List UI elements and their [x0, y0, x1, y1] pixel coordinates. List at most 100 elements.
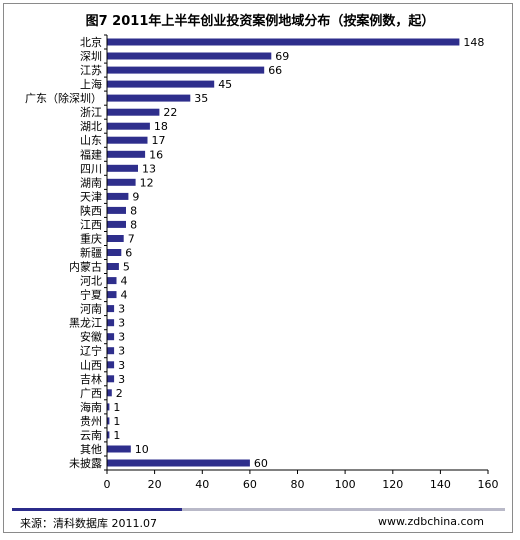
value-label: 2 — [116, 387, 123, 400]
value-label: 3 — [118, 373, 125, 386]
category-label: 黑龙江 — [69, 317, 102, 330]
value-label: 18 — [154, 120, 168, 133]
value-label: 66 — [268, 64, 282, 77]
value-label: 3 — [118, 303, 125, 316]
category-label: 新疆 — [80, 246, 102, 260]
category-label: 北京 — [80, 35, 102, 49]
x-tick-label: 140 — [430, 478, 451, 491]
bar — [107, 235, 124, 242]
bar — [107, 277, 117, 285]
bar — [107, 80, 215, 88]
bar — [107, 389, 112, 397]
value-label: 1 — [113, 429, 120, 442]
value-label: 10 — [135, 443, 149, 456]
value-label: 60 — [254, 457, 268, 470]
x-tick-label: 40 — [195, 478, 209, 491]
category-label: 内蒙古 — [69, 260, 102, 274]
bar — [107, 403, 110, 411]
category-label: 贵州 — [80, 415, 102, 428]
category-label: 宁夏 — [80, 288, 102, 302]
x-tick-label: 160 — [478, 478, 499, 491]
value-label: 3 — [118, 331, 125, 344]
category-label: 陕西 — [80, 203, 102, 217]
x-tick-label: 60 — [243, 478, 257, 491]
category-label: 浙江 — [80, 106, 102, 119]
value-label: 1 — [113, 415, 120, 428]
category-label: 海南 — [80, 400, 102, 414]
source-label: 来源：清科数据库 2011.07 — [20, 517, 157, 530]
category-label: 重庆 — [80, 232, 102, 246]
value-label: 12 — [140, 176, 154, 189]
bar — [107, 361, 115, 369]
value-label: 3 — [118, 345, 125, 358]
category-label: 湖北 — [80, 120, 102, 133]
bar — [107, 431, 110, 439]
bar — [107, 417, 110, 425]
category-label: 山西 — [80, 359, 102, 372]
value-label: 3 — [118, 359, 125, 372]
value-label: 3 — [118, 317, 125, 330]
category-label: 深圳 — [80, 50, 102, 63]
value-label: 4 — [121, 289, 128, 302]
value-label: 35 — [194, 92, 208, 105]
bar — [107, 263, 119, 270]
value-label: 8 — [130, 204, 137, 217]
bar — [107, 150, 146, 158]
value-label: 9 — [132, 190, 139, 203]
bar — [107, 249, 122, 256]
bar — [107, 66, 265, 74]
value-label: 22 — [163, 106, 177, 119]
category-label: 广西 — [80, 387, 102, 400]
value-label: 1 — [113, 401, 120, 414]
footer-rule-light — [182, 508, 505, 511]
category-label: 江苏 — [80, 64, 102, 77]
category-label: 上海 — [80, 77, 102, 91]
bar — [107, 206, 126, 214]
bar — [107, 136, 148, 144]
category-label: 福建 — [80, 147, 102, 161]
value-label: 45 — [218, 78, 232, 91]
x-tick-label: 80 — [291, 478, 305, 491]
chart-frame — [3, 3, 513, 533]
value-label: 148 — [463, 36, 484, 49]
footer-rule-dark — [12, 508, 182, 511]
value-label: 5 — [123, 261, 130, 274]
category-label: 河北 — [80, 275, 102, 288]
x-tick-label: 0 — [104, 478, 111, 491]
bar — [107, 445, 131, 453]
category-label: 云南 — [80, 429, 102, 442]
category-label: 未披露 — [69, 456, 102, 470]
category-label: 安徽 — [80, 330, 102, 344]
category-label: 河南 — [80, 303, 102, 316]
category-label: 辽宁 — [80, 344, 102, 358]
value-label: 13 — [142, 162, 156, 175]
bar — [107, 333, 115, 341]
bar — [107, 459, 250, 467]
bar — [107, 94, 191, 102]
category-label: 湖南 — [80, 176, 102, 189]
value-label: 7 — [128, 233, 135, 246]
value-label: 17 — [152, 134, 166, 147]
chart-title: 图7 2011年上半年创业投资案例地域分布（按案例数，起） — [85, 14, 435, 29]
bar — [107, 38, 460, 46]
x-tick-label: 20 — [148, 478, 162, 491]
bar — [107, 52, 272, 60]
value-label: 6 — [125, 247, 132, 260]
bar — [107, 220, 126, 228]
category-label: 山东 — [80, 134, 102, 147]
bar — [107, 192, 129, 200]
bar — [107, 108, 160, 116]
x-tick-label: 100 — [335, 478, 356, 491]
category-label: 天津 — [80, 190, 102, 203]
category-label: 其他 — [80, 443, 102, 456]
bar — [107, 122, 150, 130]
value-label: 16 — [149, 148, 163, 161]
website-label: www.zdbchina.com — [378, 515, 484, 528]
bar — [107, 347, 115, 355]
category-label: 江西 — [80, 218, 102, 231]
bar — [107, 291, 117, 299]
value-label: 4 — [121, 275, 128, 288]
category-label: 四川 — [80, 162, 102, 175]
category-label: 吉林 — [80, 372, 102, 386]
